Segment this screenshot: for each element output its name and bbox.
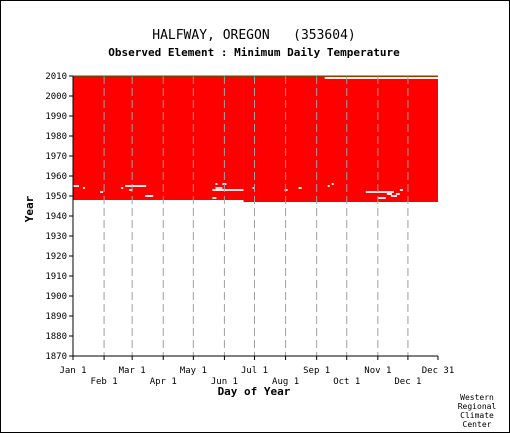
- credit-line-3: Climate: [460, 411, 494, 420]
- missing-data-gap-20: [377, 197, 386, 199]
- x-tick-label-4: Apr 1: [150, 377, 177, 387]
- x-tick-label-2: Feb 1: [91, 377, 118, 387]
- missing-data-gap-21: [390, 195, 397, 197]
- y-tick-label-1930: 1930: [45, 232, 67, 242]
- x-tick-label-1: Jan 1: [59, 366, 86, 376]
- x-tick-label-7: Jul 1: [241, 366, 268, 376]
- missing-data-gap-1: [73, 185, 80, 187]
- y-tick-label-1880: 1880: [45, 332, 67, 342]
- x-tick-label-11: Nov 1: [364, 366, 391, 376]
- missing-data-gap-7: [145, 195, 154, 197]
- missing-data-gap-5: [125, 185, 147, 187]
- y-tick-label-1920: 1920: [45, 252, 67, 262]
- y-tick-label-1890: 1890: [45, 312, 67, 322]
- missing-data-gap-18: [365, 191, 394, 193]
- y-tick-label-1870: 1870: [45, 352, 67, 362]
- x-tick-label-10: Oct 1: [333, 377, 360, 387]
- missing-data-gap-11: [212, 189, 244, 191]
- credit-line-4: Center: [463, 420, 492, 429]
- x-tick-label-13: Dec 31: [422, 366, 455, 376]
- missing-data-gap-14: [284, 189, 288, 191]
- missing-data-gap-22: [395, 193, 400, 195]
- missing-data-gap-17: [331, 183, 334, 185]
- x-tick-label-12: Dec 1: [394, 377, 421, 387]
- x-tick-label-5: May 1: [180, 366, 207, 376]
- missing-data-gap-16: [327, 185, 330, 187]
- plot-area: 1870 1880 1890 1900 1910 1920 1930 1940 1950 1960…: [45, 72, 454, 387]
- y-tick-label-1990: 1990: [45, 112, 67, 122]
- x-tick-label-8: Aug 1: [272, 377, 299, 387]
- missing-data-gap-12: [212, 197, 217, 199]
- credit-line-2: Regional: [458, 402, 497, 411]
- y-tick-label-1950: 1950: [45, 192, 67, 202]
- y-tick-label-2010: 2010: [45, 72, 67, 82]
- credit-line-1: Western: [460, 393, 494, 402]
- missing-data-gap-23: [399, 189, 403, 191]
- y-tick-label-1970: 1970: [45, 152, 67, 162]
- missing-data-gap-15: [298, 187, 302, 189]
- x-axis-label: Day of Year: [218, 385, 291, 398]
- y-tick-label-1980: 1980: [45, 132, 67, 142]
- missing-data-gap-3: [100, 191, 104, 193]
- y-tick-label-1900: 1900: [45, 292, 67, 302]
- x-tick-label-9: Sep 1: [303, 366, 330, 376]
- missing-data-gap-2: [83, 187, 86, 189]
- y-tick-label-2000: 2000: [45, 92, 67, 102]
- x-tick-label-6: Jun 1: [211, 377, 238, 387]
- data-coverage-block-1: [73, 76, 244, 200]
- y-axis-label: Year: [23, 195, 36, 222]
- missing-data-gap-4: [121, 187, 124, 189]
- chart-subtitle: Observed Element : Minimum Daily Tempera…: [108, 46, 400, 59]
- y-tick-label-1940: 1940: [45, 212, 67, 222]
- missing-data-gap-19: [386, 193, 392, 195]
- missing-data-gap-24: [324, 77, 438, 79]
- chart-title: HALFWAY, OREGON (353604): [152, 28, 356, 43]
- y-tick-label-1910: 1910: [45, 272, 67, 282]
- missing-data-gap-6: [129, 189, 133, 191]
- credit-block: Western Regional Climate Center: [458, 393, 497, 429]
- x-tick-label-3: Mar 1: [119, 366, 146, 376]
- missing-data-gap-9: [215, 187, 223, 189]
- data-coverage-block-2: [243, 76, 438, 202]
- y-tick-label-1960: 1960: [45, 172, 67, 182]
- missing-data-gap-8: [215, 183, 218, 185]
- missing-data-gap-13: [252, 187, 255, 189]
